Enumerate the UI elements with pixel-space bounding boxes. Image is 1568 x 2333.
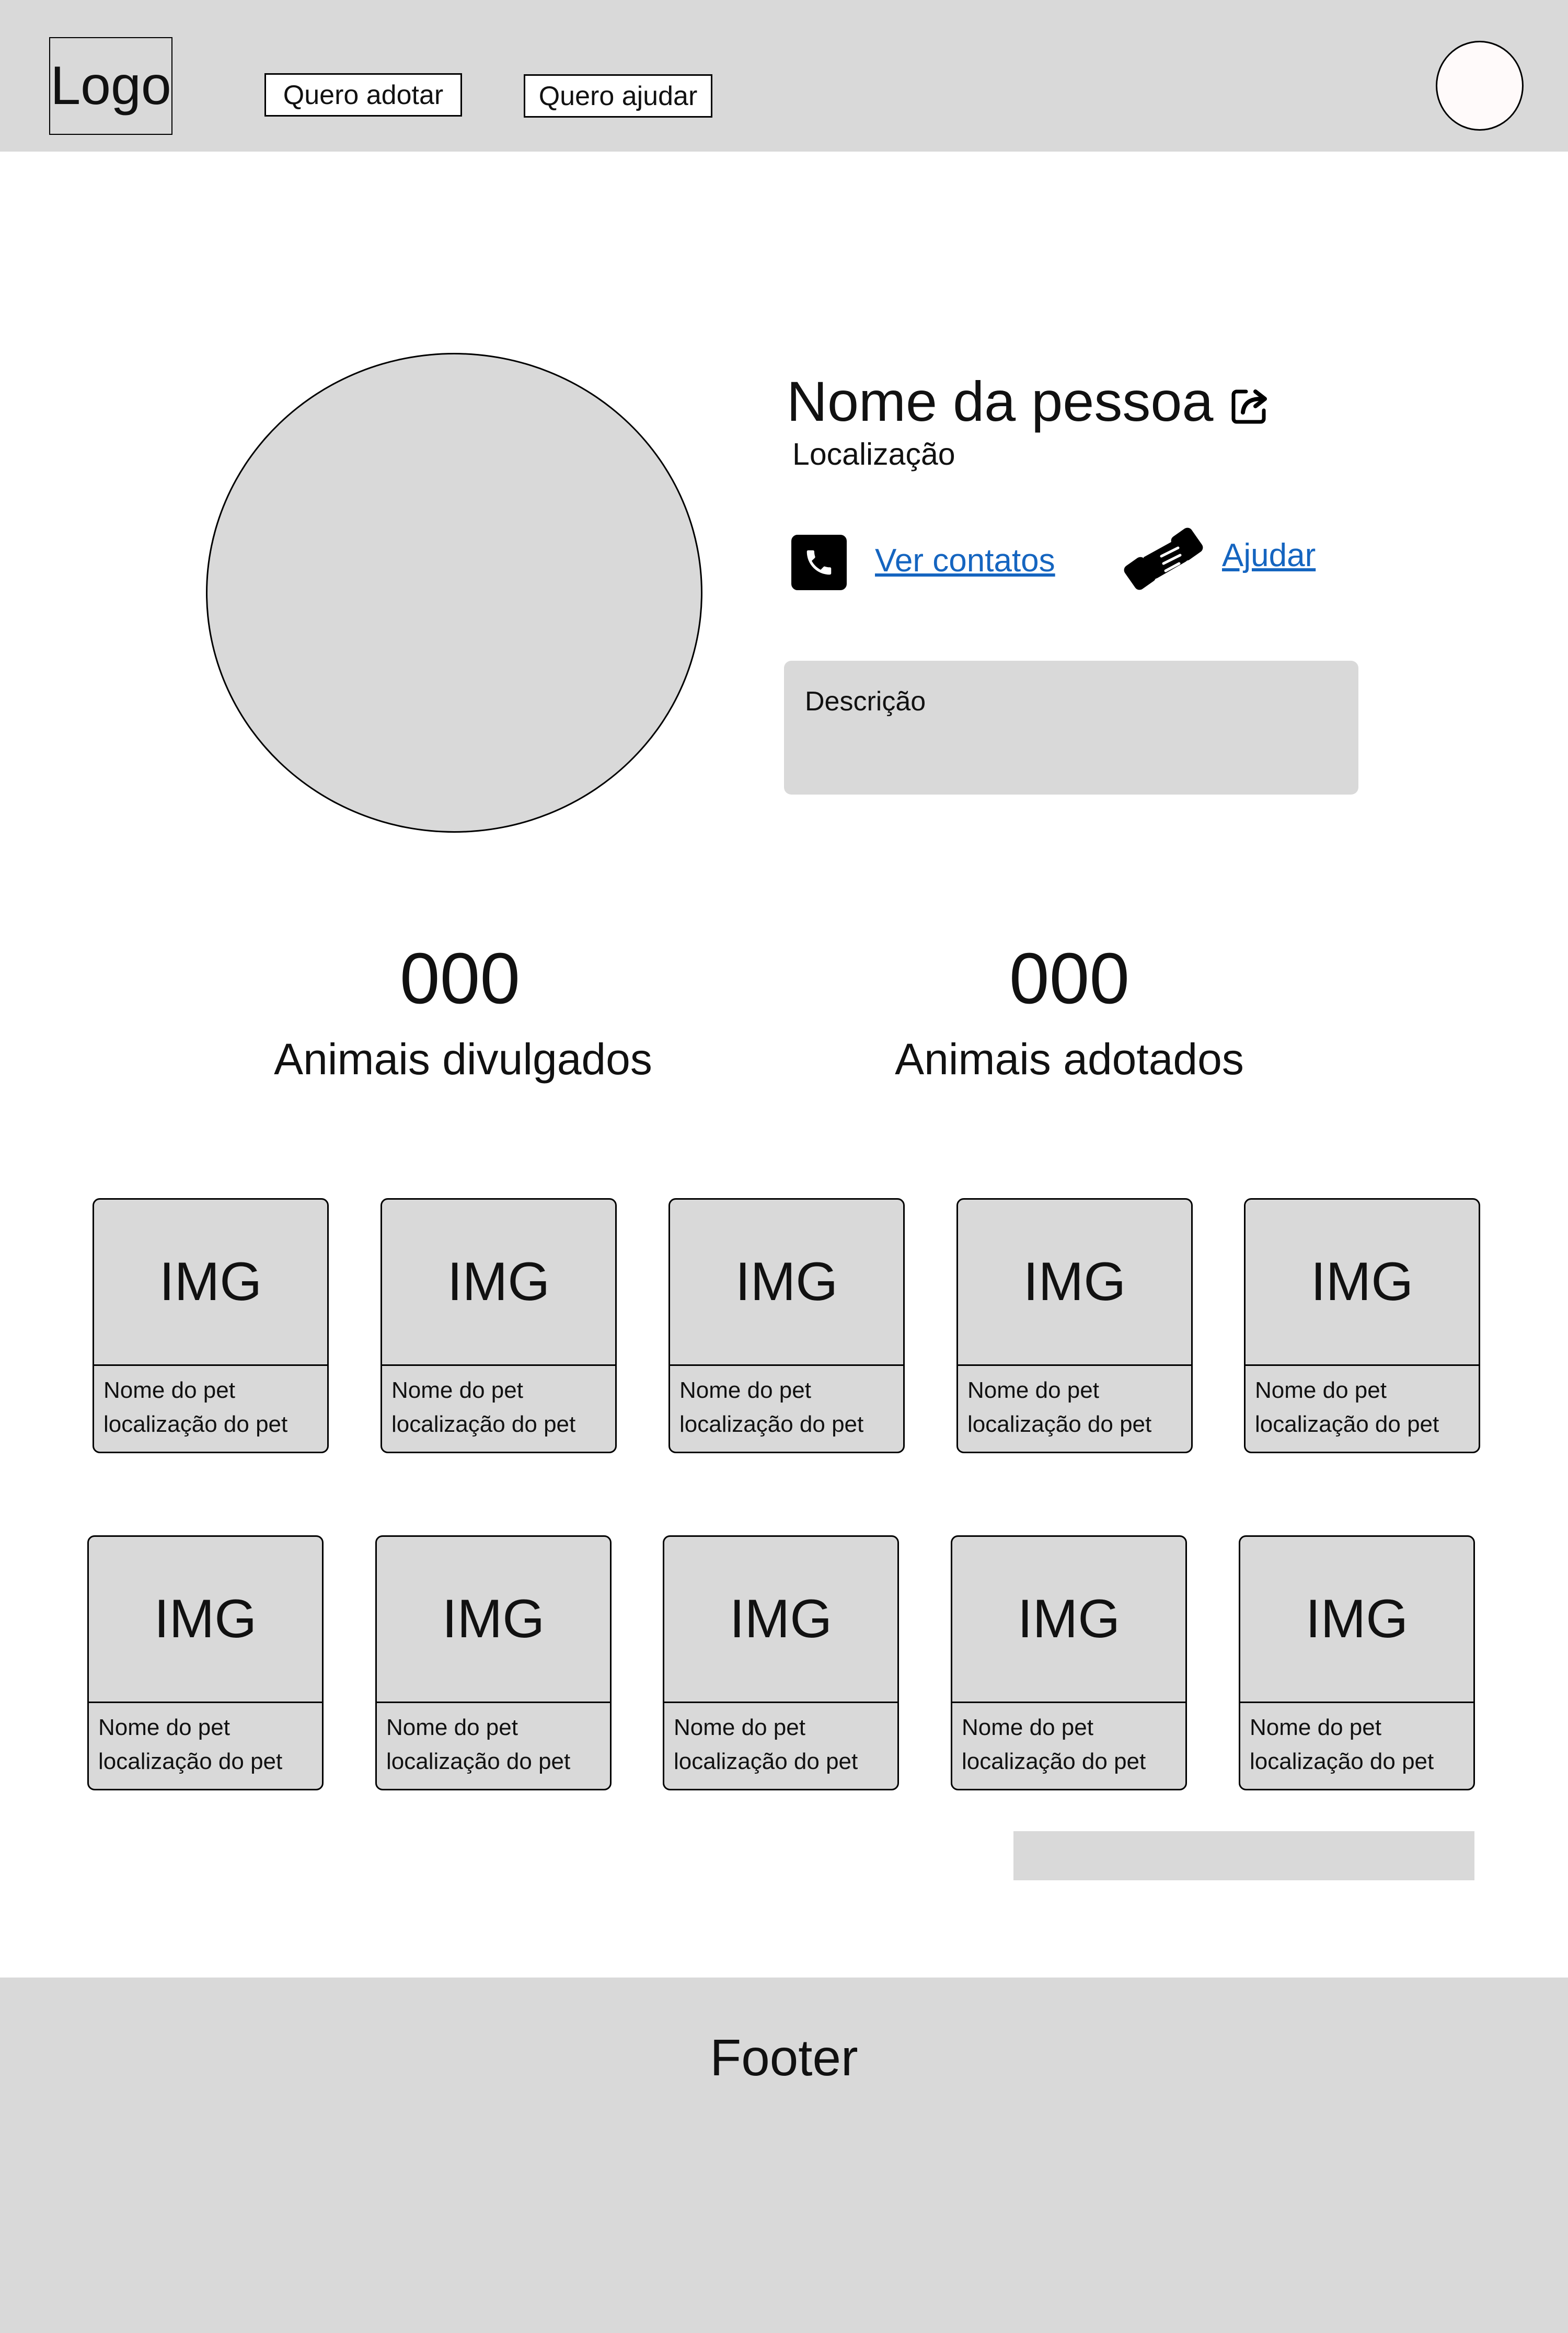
person-name: Nome da pessoa [787, 370, 1214, 433]
pet-card[interactable]: IMG Nome do pet localização do pet [668, 1198, 905, 1453]
pet-image: IMG [94, 1200, 327, 1366]
footer-text: Footer [710, 2029, 858, 2086]
pet-location: localização do pet [103, 1411, 288, 1437]
nav-quero-adotar-button[interactable]: Quero adotar [264, 73, 462, 117]
ajudar-link[interactable]: Ajudar [1222, 537, 1316, 573]
pet-card[interactable]: IMG Nome do pet localização do pet [381, 1198, 617, 1453]
pet-location: localização do pet [679, 1411, 864, 1437]
header [0, 0, 1568, 152]
pet-name: Nome do pet [1255, 1377, 1387, 1403]
person-location: Localização [792, 437, 955, 472]
description-text: Descrição [805, 686, 926, 717]
footer [0, 1978, 1568, 2333]
nav-quero-ajudar-button[interactable]: Quero ajudar [524, 74, 712, 118]
share-icon[interactable] [1228, 384, 1271, 427]
pet-image: IMG [670, 1200, 903, 1366]
stat-animais-divulgados-count: 000 [399, 938, 521, 1019]
pet-card[interactable]: IMG Nome do pet localização do pet [663, 1535, 899, 1790]
pet-card[interactable]: IMG Nome do pet localização do pet [93, 1198, 329, 1453]
pet-card[interactable]: IMG Nome do pet localização do pet [951, 1535, 1187, 1790]
pet-image: IMG [958, 1200, 1191, 1366]
pet-name: Nome do pet [679, 1377, 811, 1403]
pet-image: IMG [89, 1537, 322, 1703]
pet-name: Nome do pet [962, 1715, 1093, 1740]
pet-image: IMG [377, 1537, 610, 1703]
pet-location: localização do pet [962, 1749, 1146, 1774]
profile-photo [206, 353, 702, 833]
pet-name: Nome do pet [391, 1377, 523, 1403]
pet-name: Nome do pet [103, 1377, 235, 1403]
stat-animais-divulgados-label: Animais divulgados [274, 1035, 652, 1084]
pet-card[interactable]: IMG Nome do pet localização do pet [1239, 1535, 1475, 1790]
stat-animais-adotados-label: Animais adotados [895, 1035, 1244, 1084]
phone-icon[interactable] [791, 535, 847, 590]
pet-name: Nome do pet [1250, 1715, 1381, 1740]
pagination-bar[interactable] [1013, 1831, 1474, 1880]
pet-location: localização do pet [98, 1749, 283, 1774]
pet-name: Nome do pet [386, 1715, 518, 1740]
pet-image: IMG [664, 1537, 897, 1703]
pet-location: localização do pet [1255, 1411, 1439, 1437]
pet-location: localização do pet [1250, 1749, 1434, 1774]
pet-image: IMG [1246, 1200, 1479, 1366]
pet-card[interactable]: IMG Nome do pet localização do pet [375, 1535, 612, 1790]
user-avatar[interactable] [1436, 41, 1524, 131]
pet-name: Nome do pet [98, 1715, 230, 1740]
logo[interactable]: Logo [49, 37, 172, 135]
pet-image: IMG [382, 1200, 615, 1366]
pet-location: localização do pet [967, 1411, 1152, 1437]
pet-card[interactable]: IMG Nome do pet localização do pet [1244, 1198, 1480, 1453]
handshake-icon[interactable] [1124, 527, 1203, 591]
stat-animais-adotados-count: 000 [1009, 938, 1130, 1019]
pet-location: localização do pet [674, 1749, 858, 1774]
pet-card[interactable]: IMG Nome do pet localização do pet [87, 1535, 324, 1790]
pet-location: localização do pet [386, 1749, 571, 1774]
pet-name: Nome do pet [674, 1715, 805, 1740]
pet-card[interactable]: IMG Nome do pet localização do pet [956, 1198, 1193, 1453]
ver-contatos-link[interactable]: Ver contatos [875, 543, 1055, 579]
pet-location: localização do pet [391, 1411, 576, 1437]
pet-image: IMG [1240, 1537, 1473, 1703]
description-box: Descrição [784, 661, 1358, 795]
pet-name: Nome do pet [967, 1377, 1099, 1403]
pet-image: IMG [952, 1537, 1185, 1703]
